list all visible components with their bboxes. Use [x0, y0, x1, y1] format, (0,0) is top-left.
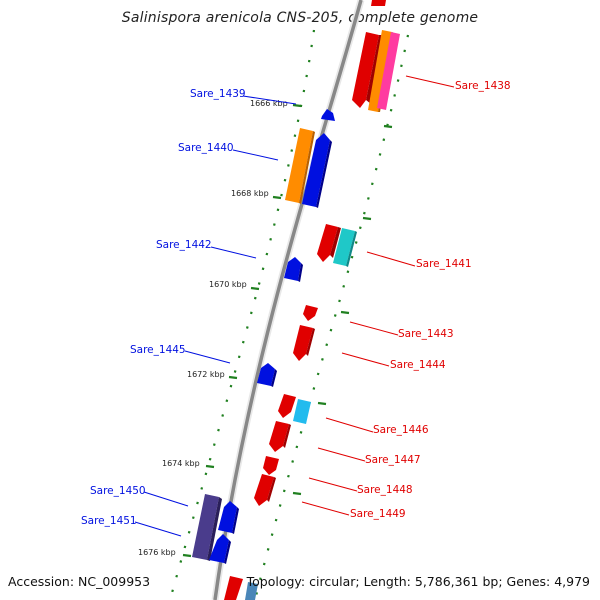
gene-label-sare-1446[interactable]: Sare_1446	[373, 424, 429, 436]
gene-feature-sare-1446[interactable]	[278, 394, 311, 424]
scale-label-1672: 1672 kbp	[187, 370, 225, 379]
gene-label-sare-1440[interactable]: Sare_1440	[178, 142, 234, 154]
left-leader-lines	[134, 95, 297, 537]
scale-label-1670: 1670 kbp	[209, 280, 247, 289]
gene-feature-sare-1438[interactable]	[352, 30, 400, 112]
gene-feature-sare-1451[interactable]	[209, 534, 231, 564]
gene-feature-sare-1447[interactable]	[269, 421, 291, 452]
gene-feature-top	[371, 0, 386, 6]
gene-feature-sare-1445[interactable]	[257, 363, 277, 387]
scale-label-1668: 1668 kbp	[231, 189, 269, 198]
gene-label-sare-1448[interactable]: Sare_1448	[357, 484, 413, 496]
map-title: Salinispora arenicola CNS-205, complete …	[121, 10, 479, 26]
right-leader-lines	[301, 75, 455, 516]
gene-label-sare-1451[interactable]: Sare_1451	[81, 515, 137, 527]
gene-feature-sare-1449[interactable]	[254, 474, 276, 506]
scale-label-1674: 1674 kbp	[162, 459, 200, 468]
gene-label-sare-1438[interactable]: Sare_1438	[455, 80, 511, 92]
genome-backbone	[211, 0, 365, 600]
gene-feature-sare-1443[interactable]	[303, 305, 318, 321]
gene-feature-sare-1441[interactable]	[317, 224, 357, 267]
gene-feature-sare-1450[interactable]	[192, 494, 239, 561]
gene-label-sare-1443[interactable]: Sare_1443	[398, 328, 454, 340]
scale-label-1676: 1676 kbp	[138, 548, 176, 557]
gene-label-sare-1449[interactable]: Sare_1449	[350, 508, 406, 520]
accession-text: Accession: NC_009953	[8, 574, 151, 589]
scale-label-1666: 1666 kbp	[250, 99, 288, 108]
gene-feature-sare-1442[interactable]	[284, 257, 303, 282]
gene-label-sare-1450[interactable]: Sare_1450	[90, 485, 146, 497]
scale-track-left	[168, 29, 316, 600]
gene-label-sare-1441[interactable]: Sare_1441	[416, 258, 472, 270]
scale-major-ticks	[182, 103, 393, 558]
gene-feature-sare-1444[interactable]	[293, 325, 315, 361]
gene-label-sare-1445[interactable]: Sare_1445	[130, 344, 186, 356]
gene-feature-bottom	[224, 576, 258, 600]
gene-feature-sare-1440[interactable]	[285, 128, 332, 208]
gene-feature-sare-1439[interactable]	[321, 109, 335, 121]
gene-label-sare-1442[interactable]: Sare_1442	[156, 239, 212, 251]
gene-label-sare-1439[interactable]: Sare_1439	[190, 88, 246, 100]
gene-label-sare-1447[interactable]: Sare_1447	[365, 454, 421, 466]
gene-label-sare-1444[interactable]: Sare_1444	[390, 359, 446, 371]
gene-feature-sare-1448[interactable]	[263, 456, 279, 475]
genome-summary-text: Topology: circular; Length: 5,786,361 bp…	[246, 574, 590, 589]
